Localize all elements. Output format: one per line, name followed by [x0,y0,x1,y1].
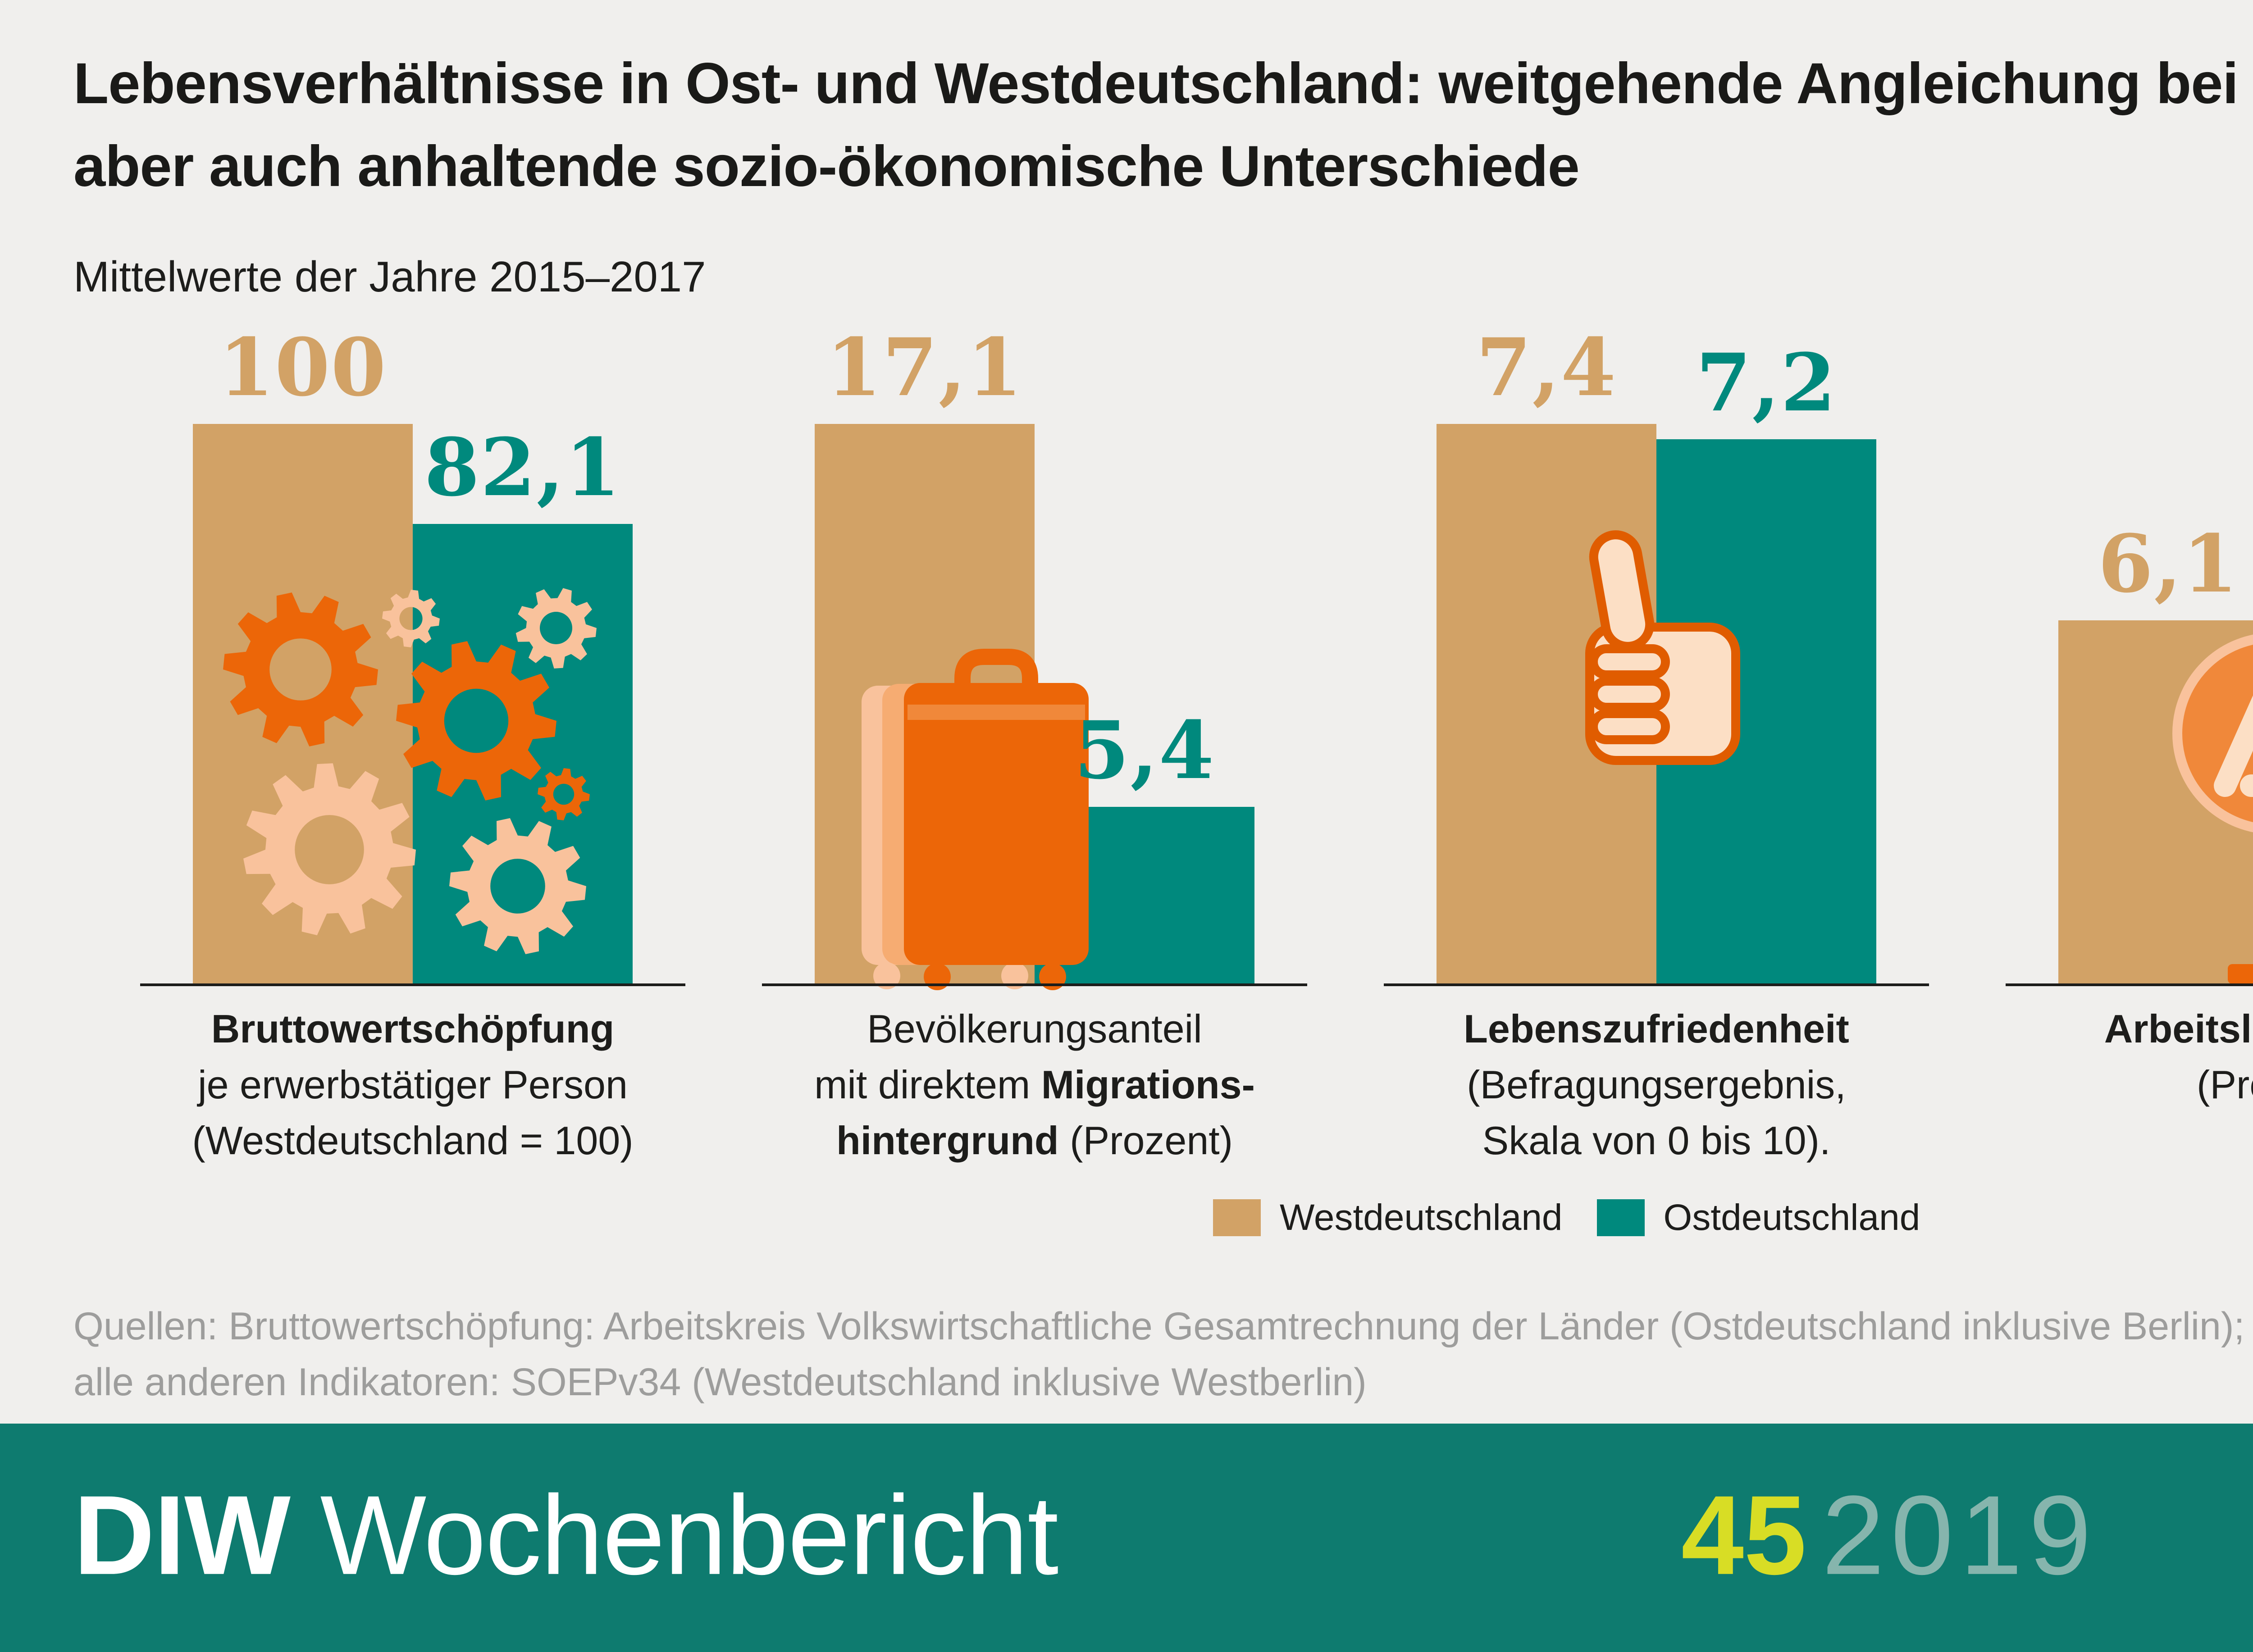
chart-label-migrationshintergrund: Bevölkerungsanteil mit direktem Migration… [814,1006,1255,1163]
value-west-lebenszufriedenheit: 7,4 [1476,321,1617,414]
legend-label-east: Ostdeutschland [1663,1197,1920,1238]
publication-masthead: DIW Wochenbericht [73,1470,1058,1600]
bar-west-arbeitslosenquote [2058,620,2253,983]
axis-line-arbeitslosenquote [2006,983,2253,986]
value-west-arbeitslosenquote: 6,1 [2098,517,2239,610]
page-subtitle: Mittelwerte der Jahre 2015–2017 [73,253,706,301]
chart-label-bruttowertschoepfung: Bruttowertschöpfung je erwerbstätiger Per… [192,1006,634,1163]
chart-label-lebenszufriedenheit: Lebenszufriedenheit (Befragungsergebnis, S… [1464,1006,1849,1163]
issue-year: 2019 [1822,1472,2098,1598]
axis-line-lebenszufriedenheit [1384,983,1929,986]
legend-swatch-west [1213,1199,1261,1236]
source-line2: alle anderen Indikatoren: SOEPv34 (Westd… [73,1361,1367,1404]
page-title-line2: aber auch anhaltende sozio-ökonomische U… [73,134,1580,199]
source-note: Quellen: Bruttowertschöpfung: Arbeitskre… [73,1298,2244,1410]
chart-label-arbeitslosenquote: Arbeitslosenquote(Prozent) [2104,1006,2253,1107]
bar-west-lebenszufriedenheit [1437,424,1656,983]
axis-line-bruttowertschoepfung [140,983,685,986]
axis-line-migrationshintergrund [762,983,1307,986]
masthead-regular: Wochenbericht [289,1472,1058,1598]
issue-info: 45 2019 [1681,1470,2098,1600]
bar-east-bruttowertschoepfung [413,524,633,983]
page-title-line1: Lebensverhältnisse in Ost- und Westdeuts… [73,51,2253,116]
bar-west-bruttowertschoepfung [193,424,413,983]
source-line1: Quellen: Bruttowertschöpfung: Arbeitskre… [73,1305,2245,1348]
masthead-bold: DIW [73,1472,291,1598]
legend-label-west: Westdeutschland [1280,1197,1563,1238]
chart-legend: Westdeutschland Ostdeutschland [1213,1197,1920,1239]
value-east-bruttowertschoepfung: 82,1 [424,421,621,514]
issue-number: 45 [1681,1472,1807,1598]
legend-swatch-east [1596,1199,1645,1236]
bar-east-migrationshintergrund [1035,807,1254,983]
value-west-migrationshintergrund: 17,1 [826,321,1023,414]
value-west-bruttowertschoepfung: 100 [219,321,387,414]
bar-west-migrationshintergrund [815,424,1035,983]
bar-east-lebenszufriedenheit [1656,439,1876,983]
value-east-lebenszufriedenheit: 7,2 [1696,336,1837,429]
value-east-migrationshintergrund: 5,4 [1074,704,1215,797]
